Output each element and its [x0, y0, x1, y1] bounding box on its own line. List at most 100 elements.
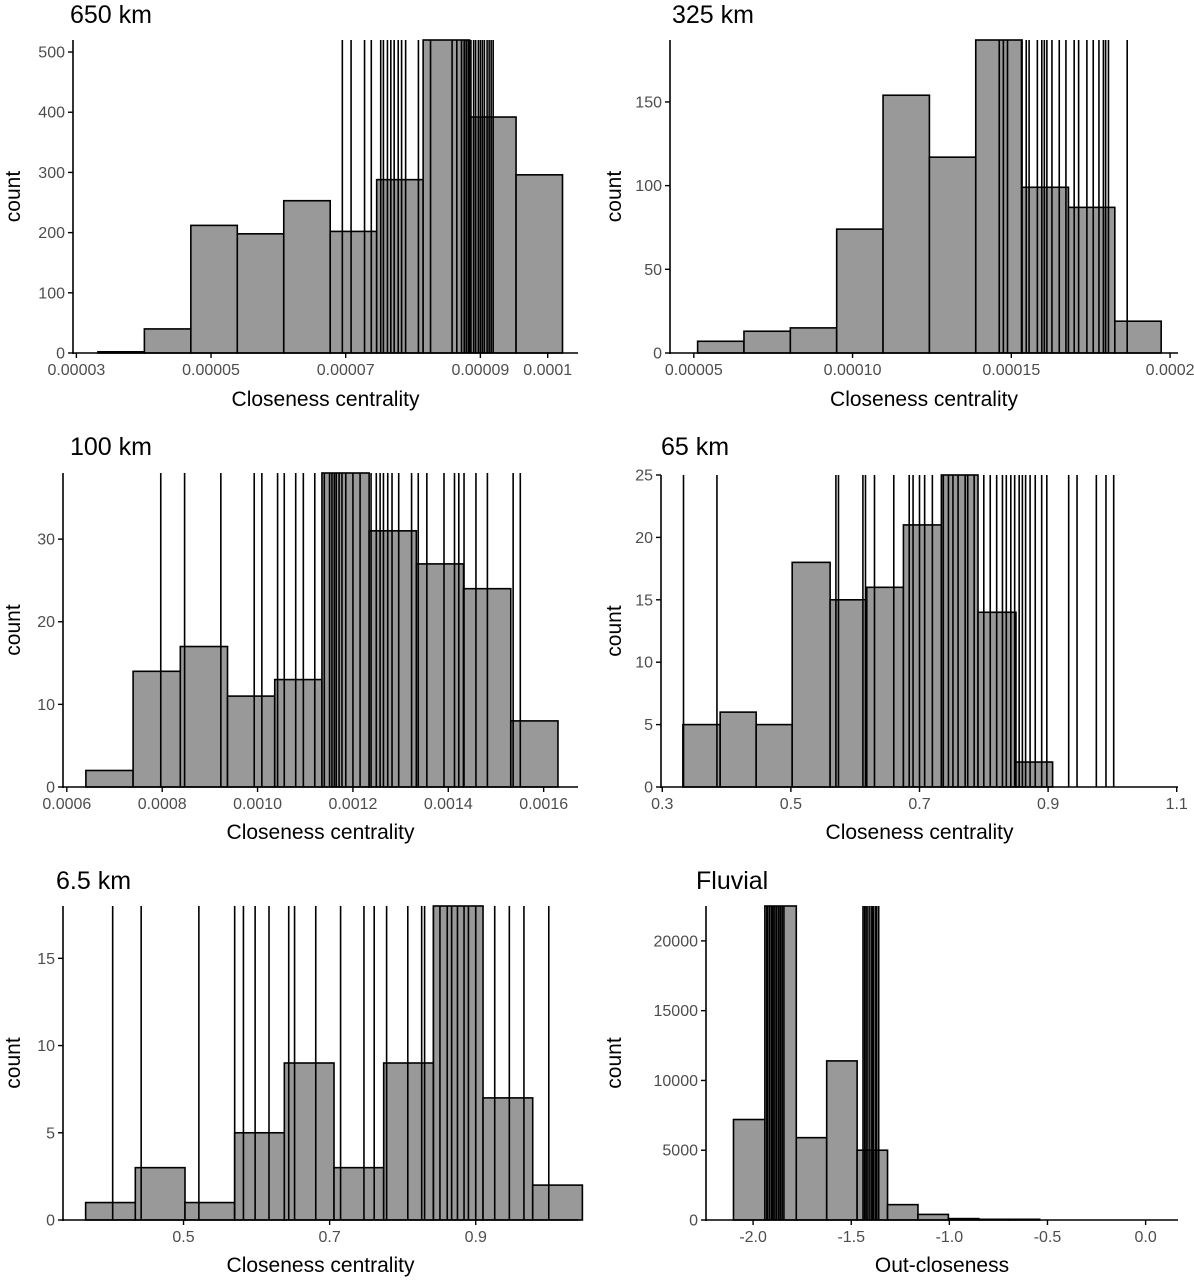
x-tick-label: 0.7	[319, 1229, 341, 1246]
y-tick-label: 400	[38, 105, 65, 122]
x-tick-label: 0.9	[1037, 796, 1059, 813]
reference-lines-group	[682, 475, 1115, 787]
panel-650km: 650 km 0 100 200 300 400 500 0.00003 0.00005 0.0…	[0, 0, 597, 427]
y-tick-label: 10	[635, 655, 653, 672]
histogram-bar	[184, 1201, 236, 1221]
reference-lines-group	[111, 906, 550, 1220]
x-tick-label: 0.00010	[824, 362, 882, 379]
panel-65km: 65 km 0 5 10 15 20 25 0.3 0.5 0.7 0.9 1.1 Closeness…	[597, 427, 1194, 854]
y-tick-label: 0	[653, 346, 662, 363]
panel-fluvial: Fluvial 0 5000 10000 15000 20000 -2.0 -1.5 -1.0…	[597, 853, 1194, 1280]
reference-lines-group	[766, 906, 880, 1220]
histogram-bar	[509, 720, 559, 788]
x-tick-label: 1.1	[1166, 796, 1188, 813]
y-axis-title: count	[2, 1037, 25, 1089]
y-axis-title: count	[2, 604, 25, 656]
histogram-fluvial: Fluvial 0 5000 10000 15000 20000 -2.0 -1.5 -1.0…	[603, 867, 1178, 1277]
x-tick-label: -0.5	[1034, 1229, 1062, 1246]
x-tick-label: 0.5	[172, 1229, 194, 1246]
histogram-6-5km: 6.5 km 0 5 10 15 0.5 0.7 0.9 Closeness centrali…	[2, 867, 584, 1277]
x-tick-label: 0.00007	[317, 362, 375, 379]
panel-title: Fluvial	[696, 867, 768, 895]
histogram-bar	[190, 224, 239, 354]
panel-title: 325 km	[672, 1, 754, 29]
x-tick-label: 0.0001	[523, 362, 572, 379]
x-tick-label: 0.0012	[328, 796, 377, 813]
x-tick-label: 0.7	[908, 796, 930, 813]
x-tick-label: -1.0	[936, 1229, 964, 1246]
histogram-bar	[755, 723, 793, 788]
y-tick-label: 0	[56, 346, 65, 363]
x-tick-label: 0.0014	[424, 796, 473, 813]
histogram-bar	[682, 723, 721, 788]
x-tick-label: 0.0	[1134, 1229, 1156, 1246]
histogram-bar	[719, 711, 757, 788]
histogram-bar	[928, 156, 977, 354]
histogram-bar	[795, 1136, 828, 1221]
panel-title: 100 km	[70, 433, 152, 461]
x-tick-label: 0.0002	[1146, 362, 1194, 379]
panel-325km: 325 km 0 50 100 150 0.00005 0.00010 0.00015 0.0…	[597, 0, 1194, 427]
histogram-bar	[865, 586, 905, 788]
histogram-bar	[143, 328, 192, 354]
x-tick-label: 0.5	[780, 796, 802, 813]
y-tick-label: 5000	[662, 1143, 698, 1160]
reference-lines-group	[341, 40, 494, 353]
y-axis-title: count	[603, 605, 626, 657]
histogram-bar	[375, 178, 424, 354]
y-tick-label: 500	[38, 45, 65, 62]
x-tick-label: 0.9	[465, 1229, 487, 1246]
histogram-65km: 65 km 0 5 10 15 20 25 0.3 0.5 0.7 0.9 1.1 Closeness…	[603, 433, 1188, 844]
y-tick-label: 5	[46, 1125, 55, 1142]
histogram-325km: 325 km 0 50 100 150 0.00005 0.00010 0.00015 0.0…	[603, 1, 1194, 411]
histogram-650km: 650 km 0 100 200 300 400 500 0.00003 0.00005 0.0…	[2, 1, 578, 411]
y-tick-label: 0	[46, 780, 55, 797]
x-axis-title: Closeness centrality	[227, 821, 415, 844]
histogram-bar	[825, 1060, 858, 1221]
y-tick-label: 10000	[654, 1073, 699, 1090]
y-axis-title: count	[603, 1037, 626, 1089]
y-tick-label: 15	[635, 592, 653, 609]
panel-title: 6.5 km	[56, 867, 131, 895]
histogram-bar	[917, 1213, 950, 1221]
x-tick-label: 0.00005	[182, 362, 240, 379]
histogram-bar	[233, 1131, 286, 1221]
panel-6-5km: 6.5 km 0 5 10 15 0.5 0.7 0.9 Closeness centrali…	[0, 853, 597, 1280]
x-tick-label: 0.3	[651, 796, 673, 813]
y-tick-label: 10	[37, 1038, 55, 1055]
x-tick-label: 0.00005	[665, 362, 723, 379]
panel-title: 65 km	[661, 433, 729, 461]
histogram-bar	[134, 1166, 186, 1221]
y-tick-label: 100	[635, 178, 662, 195]
histogram-bar	[696, 340, 745, 354]
y-tick-label: 15000	[654, 1003, 699, 1020]
x-tick-label: -2.0	[739, 1229, 767, 1246]
histogram-bar	[835, 228, 884, 354]
y-tick-label: 30	[37, 532, 55, 549]
histogram-bar	[482, 1097, 534, 1221]
y-tick-label: 20000	[654, 933, 699, 950]
panel-100km: 100 km 0 10 20 30 0.0006 0.0008 0.0010 0.0012 0.…	[0, 427, 597, 854]
histogram-bar	[333, 1166, 385, 1221]
histogram-bar	[1114, 320, 1162, 354]
y-tick-label: 50	[644, 262, 662, 279]
x-axis-title: Out-closeness	[875, 1254, 1009, 1277]
histogram-bar	[515, 174, 564, 354]
y-axis-title: count	[2, 171, 25, 223]
y-tick-label: 10	[37, 697, 55, 714]
histogram-bar	[882, 94, 931, 354]
histogram-bar	[791, 561, 831, 788]
y-tick-label: 150	[635, 94, 662, 111]
histogram-bar	[329, 230, 378, 354]
x-tick-label: 0.0008	[138, 796, 187, 813]
histogram-bar	[282, 199, 332, 354]
y-tick-label: 200	[38, 225, 65, 242]
x-axis-title: Closeness centrality	[826, 821, 1014, 844]
panel-title: 650 km	[70, 1, 152, 29]
x-tick-label: 0.00003	[47, 362, 105, 379]
histogram-bar	[886, 1203, 919, 1221]
y-tick-label: 100	[38, 285, 65, 302]
y-tick-label: 300	[38, 165, 65, 182]
histogram-bar	[732, 1118, 766, 1221]
x-axis-title: Closeness centrality	[830, 388, 1018, 411]
